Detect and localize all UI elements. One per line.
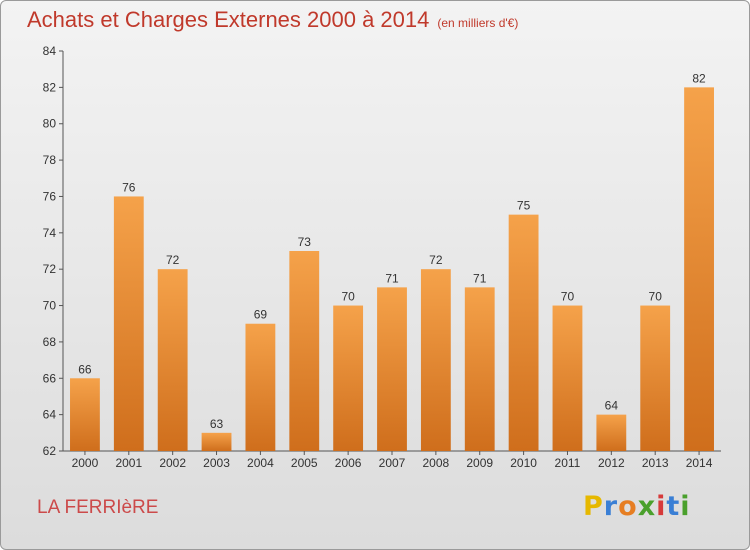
logo-letter: x <box>637 491 657 522</box>
bar <box>640 305 671 451</box>
bar <box>377 287 407 451</box>
data-label: 66 <box>78 362 92 376</box>
chart-title-text: Achats et Charges Externes 2000 à 2014 <box>27 7 430 32</box>
bar <box>684 87 714 451</box>
bar <box>201 432 232 451</box>
y-tick-label: 80 <box>43 117 57 131</box>
data-label: 71 <box>385 271 399 285</box>
data-labels: 66 76 72 63 69 73 70 71 72 71 75 70 64 70 82 <box>78 71 706 430</box>
x-tick-label: 2007 <box>379 456 406 470</box>
x-tick-label: 2004 <box>247 456 274 470</box>
logo-letter: t <box>666 491 681 522</box>
data-label: 64 <box>605 399 619 413</box>
bar <box>245 323 276 451</box>
axes: 62 64 66 68 70 72 74 76 78 80 82 84 2000 2001 2002 2003… <box>43 44 721 470</box>
y-tick-label: 82 <box>43 80 57 94</box>
data-label: 63 <box>210 417 224 431</box>
data-label: 70 <box>561 290 575 304</box>
logo-letter: P <box>583 491 604 522</box>
bars <box>70 87 714 451</box>
x-tick-label: 2005 <box>291 456 318 470</box>
y-tick-label: 78 <box>43 153 57 167</box>
data-label: 72 <box>166 253 180 267</box>
x-tick-label: 2013 <box>642 456 669 470</box>
chart-title: Achats et Charges Externes 2000 à 2014 (e… <box>27 7 518 33</box>
bar <box>552 305 583 451</box>
y-tick-label: 64 <box>43 408 57 422</box>
bar <box>113 196 144 451</box>
x-tick-label: 2014 <box>686 456 713 470</box>
y-tick-label: 62 <box>43 444 57 458</box>
y-tick-label: 74 <box>43 226 57 240</box>
logo-letter: i <box>656 491 667 522</box>
x-tick-label: 2006 <box>335 456 362 470</box>
bar <box>289 251 320 451</box>
y-tick-label: 66 <box>43 371 57 385</box>
data-label: 71 <box>473 271 487 285</box>
y-tick-label: 76 <box>43 189 57 203</box>
y-tick-label: 68 <box>43 335 57 349</box>
bar <box>157 269 188 451</box>
logo-letter: r <box>603 491 619 522</box>
x-tick-label: 2010 <box>510 456 537 470</box>
x-tick-label: 2002 <box>159 456 186 470</box>
bar <box>70 378 100 451</box>
data-label: 72 <box>429 253 443 267</box>
y-tick-label: 70 <box>43 299 57 313</box>
location-name: LA FERRIèRE <box>37 497 159 518</box>
data-label: 75 <box>517 199 531 213</box>
x-tick-label: 2001 <box>115 456 142 470</box>
bar <box>420 269 451 451</box>
y-tick-label: 84 <box>43 44 57 58</box>
x-tick-label: 2011 <box>555 456 581 470</box>
data-label: 82 <box>692 71 706 85</box>
data-label: 73 <box>298 235 312 249</box>
data-label: 76 <box>122 180 136 194</box>
bar <box>464 287 495 451</box>
x-tick-label: 2009 <box>466 456 493 470</box>
proxiti-logo: Proxiti <box>583 491 691 522</box>
data-label: 69 <box>254 308 268 322</box>
x-tick-label: 2012 <box>598 456 625 470</box>
data-label: 70 <box>649 290 663 304</box>
x-tick-label: 2003 <box>203 456 230 470</box>
x-tick-label: 2000 <box>72 456 99 470</box>
x-tick-label: 2008 <box>423 456 450 470</box>
bar <box>333 305 364 451</box>
y-tick-label: 72 <box>43 262 57 276</box>
data-label: 70 <box>341 290 355 304</box>
bar <box>508 214 539 451</box>
logo-letter: i <box>680 491 691 522</box>
chart-subtitle: (en milliers d'€) <box>437 16 519 30</box>
bar <box>596 414 627 451</box>
logo-letter: o <box>618 491 638 522</box>
